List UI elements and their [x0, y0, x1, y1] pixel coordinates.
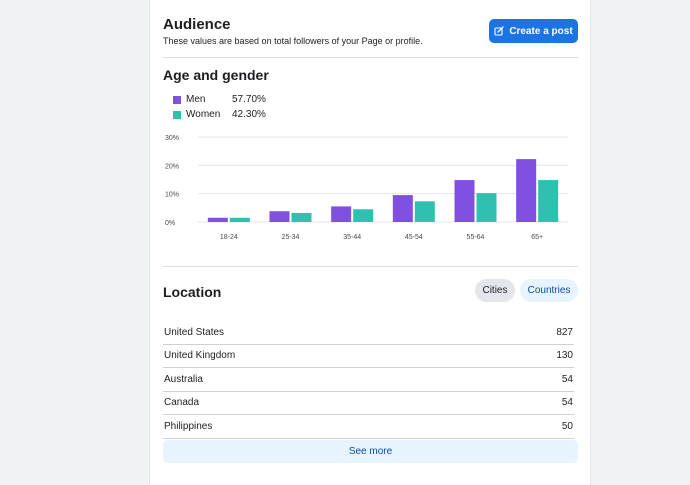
location-count: 130 — [556, 350, 573, 362]
bar-men-65+ — [516, 159, 537, 222]
list-item: United States 827 — [163, 321, 574, 345]
location-count: 50 — [561, 420, 573, 432]
list-item: Philippines 50 — [163, 415, 574, 439]
x-tick-label: 65+ — [531, 234, 543, 241]
x-tick-label: 45-54 — [405, 234, 423, 241]
location-name: Australia — [164, 373, 203, 385]
bar-women-55-64 — [476, 193, 497, 222]
bar-men-45-54 — [392, 195, 413, 222]
bar-men-35-44 — [331, 206, 352, 222]
bar-men-18-24 — [207, 217, 228, 222]
page-subtitle: These values are based on total follower… — [163, 36, 423, 46]
tab-cities[interactable]: Cities — [475, 279, 515, 302]
bar-men-55-64 — [454, 180, 475, 222]
y-tick-label: 30% — [165, 135, 179, 142]
x-tick-label: 35-44 — [343, 234, 361, 241]
page-title: Audience — [163, 16, 231, 33]
legend-value-men: 57.70% — [232, 94, 266, 105]
age-gender-title: Age and gender — [163, 67, 269, 83]
tab-countries[interactable]: Countries — [520, 279, 578, 302]
chart-legend: Men 57.70% Women 42.30% — [173, 92, 266, 122]
bar-women-65+ — [538, 180, 559, 222]
edit-icon — [494, 26, 504, 36]
y-tick-label: 10% — [165, 192, 179, 199]
location-title: Location — [163, 284, 222, 300]
x-tick-label: 18-24 — [220, 234, 238, 241]
create-post-label: Create a post — [509, 25, 573, 37]
location-name: Philippines — [164, 420, 213, 432]
bar-women-18-24 — [229, 217, 250, 222]
y-tick-label: 0% — [165, 220, 175, 227]
audience-card: Audience These values are based on total… — [150, 0, 590, 485]
bar-women-45-54 — [414, 201, 435, 222]
x-tick-label: 25-34 — [282, 234, 300, 241]
audience-header: Audience These values are based on total… — [163, 16, 578, 46]
divider — [163, 266, 578, 267]
bar-women-35-44 — [353, 209, 374, 222]
legend-value-women: 42.30% — [232, 109, 266, 120]
legend-item-women: Women 42.30% — [173, 107, 266, 122]
legend-label-women: Women — [186, 109, 221, 120]
location-name: United States — [164, 326, 225, 338]
location-name: Canada — [164, 397, 200, 409]
location-count: 54 — [561, 397, 573, 409]
divider — [163, 57, 578, 58]
location-list: United States 827 United Kingdom 130 Aus… — [163, 321, 574, 439]
list-item: Australia 54 — [163, 368, 574, 392]
legend-label-men: Men — [186, 94, 206, 105]
bar-men-25-34 — [269, 211, 290, 222]
y-tick-label: 20% — [165, 163, 179, 170]
legend-item-men: Men 57.70% — [173, 92, 266, 107]
age-gender-bar-chart: 0% 10% 20% 30% 18-24 25-34 35-44 45-54 55-64 65+ — [165, 135, 568, 241]
legend-swatch-men — [173, 95, 181, 104]
location-name: United Kingdom — [164, 350, 236, 362]
create-post-button[interactable]: Create a post — [489, 19, 578, 43]
legend-swatch-women — [173, 110, 181, 119]
bar-women-25-34 — [291, 212, 312, 222]
location-count: 827 — [556, 326, 573, 338]
x-tick-label: 55-64 — [467, 234, 485, 241]
list-item: United Kingdom 130 — [163, 345, 574, 368]
see-more-button[interactable]: See more — [163, 440, 578, 463]
location-count: 54 — [561, 373, 573, 385]
list-item: Canada 54 — [163, 392, 574, 415]
